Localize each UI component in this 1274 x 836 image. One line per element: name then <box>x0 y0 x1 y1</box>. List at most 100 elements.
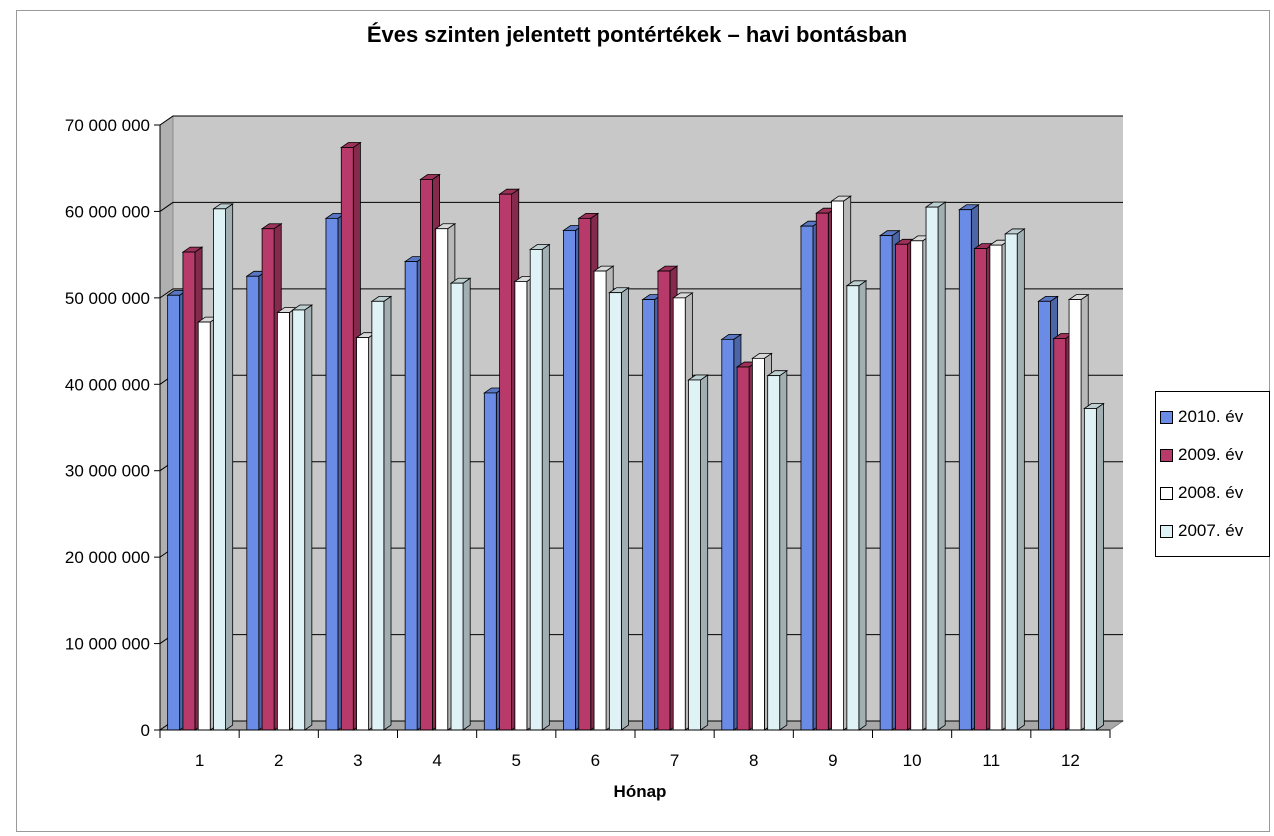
x-tick-label: 9 <box>828 751 837 770</box>
y-tick-label: 40 000 000 <box>65 375 150 394</box>
y-tick-label: 70 000 000 <box>65 116 150 135</box>
gridline <box>159 115 1123 126</box>
bar-front <box>340 147 354 731</box>
chart-title: Éves szinten jelentett pontértékek – hav… <box>366 22 908 47</box>
y-tick-label: 30 000 000 <box>65 462 150 481</box>
legend-swatch <box>1160 410 1173 424</box>
bar <box>449 277 472 731</box>
legend-label: 2009. év <box>1178 445 1244 464</box>
bar-front <box>450 282 464 731</box>
bar <box>1083 402 1105 731</box>
legend-item: 2009. év <box>1160 436 1265 474</box>
bar-front <box>404 261 418 731</box>
y-tick-label: 20 000 000 <box>65 548 150 567</box>
legend-label: 2008. év <box>1178 483 1244 502</box>
legend-item: 2007. év <box>1160 512 1265 550</box>
legend-swatch <box>1160 524 1173 538</box>
bar-side <box>937 201 946 731</box>
x-tick-label: 8 <box>749 751 758 770</box>
x-tick-label: 5 <box>512 751 521 770</box>
x-tick-label: 11 <box>982 751 1000 770</box>
bar-front <box>1068 299 1082 731</box>
bar-side <box>700 374 709 731</box>
bar-front <box>672 297 686 731</box>
x-tick-label: 7 <box>670 751 679 770</box>
legend-item: 2008. év <box>1160 474 1265 512</box>
gridline <box>159 201 1123 212</box>
x-tick-labels: 1 2 3 4 5 6 7 8 9 10 11 12 <box>195 751 1080 770</box>
bar-front <box>989 244 1003 731</box>
x-tick-label: 10 <box>903 751 922 770</box>
bar-side <box>462 277 471 731</box>
bar-front <box>292 309 306 731</box>
bar-side <box>541 243 550 731</box>
bar-front <box>879 235 893 731</box>
bar-side <box>620 286 629 731</box>
bar-front <box>608 292 622 731</box>
bar-front <box>895 243 908 731</box>
bar-front <box>752 357 765 731</box>
x-axis-label: Hónap <box>613 782 667 801</box>
bar-front <box>657 270 671 731</box>
legend-label: 2007. év <box>1178 521 1244 540</box>
bar-front <box>925 206 939 731</box>
y-tick-label: 0 <box>141 721 150 740</box>
x-tick-label: 12 <box>1061 751 1080 770</box>
x-tick-label: 4 <box>432 751 441 770</box>
bar-front <box>736 366 750 731</box>
bar-front <box>182 251 196 731</box>
bar-front <box>435 228 449 731</box>
bar-front <box>642 299 656 731</box>
bar-front <box>420 179 433 731</box>
legend: 2010. év 2009. év 2008. év 2007. év <box>1155 391 1270 557</box>
bar-front <box>514 281 528 731</box>
legend-swatch <box>1160 486 1173 500</box>
bar-side <box>779 369 788 731</box>
bars <box>166 141 1105 731</box>
bar-side <box>383 295 392 731</box>
bar-front <box>563 230 576 731</box>
bar <box>766 369 789 731</box>
bar-front <box>721 338 735 731</box>
bar-front <box>356 337 369 731</box>
bar-front <box>593 270 607 731</box>
legend-swatch <box>1160 448 1173 462</box>
bar-front <box>167 294 181 731</box>
bar-front <box>213 208 226 731</box>
legend-label: 2010. év <box>1178 407 1244 426</box>
bar-front <box>1004 233 1018 731</box>
x-tick-label: 6 <box>591 751 600 770</box>
x-tick-label: 1 <box>195 751 204 770</box>
bar-front <box>197 321 211 731</box>
bar-front <box>529 249 543 731</box>
bar <box>370 295 393 731</box>
bar-front <box>910 240 924 731</box>
bar <box>291 304 314 731</box>
bar-front <box>325 217 339 731</box>
bar-side <box>225 203 234 731</box>
bar <box>608 286 630 731</box>
bar-front <box>276 312 290 731</box>
bar-front <box>815 212 829 731</box>
bar-front <box>958 209 972 731</box>
bar-front <box>371 300 385 731</box>
bar-front <box>261 228 275 731</box>
x-tick-label: 3 <box>353 751 362 770</box>
bar <box>1003 228 1026 731</box>
bar-front <box>846 285 860 731</box>
bar-front <box>1053 338 1067 731</box>
bar-front <box>767 375 781 731</box>
bar-front <box>688 379 701 731</box>
bar-front <box>974 248 987 731</box>
bar <box>528 243 551 731</box>
bar-front <box>1038 300 1051 731</box>
bar-side <box>858 280 867 731</box>
x-tick-label: 2 <box>274 751 283 770</box>
y-tick-label: 10 000 000 <box>65 635 150 654</box>
bar-front <box>499 193 513 731</box>
bar-front <box>1083 408 1097 731</box>
bar <box>212 203 234 731</box>
bar <box>924 201 947 731</box>
bar-front <box>831 200 844 731</box>
